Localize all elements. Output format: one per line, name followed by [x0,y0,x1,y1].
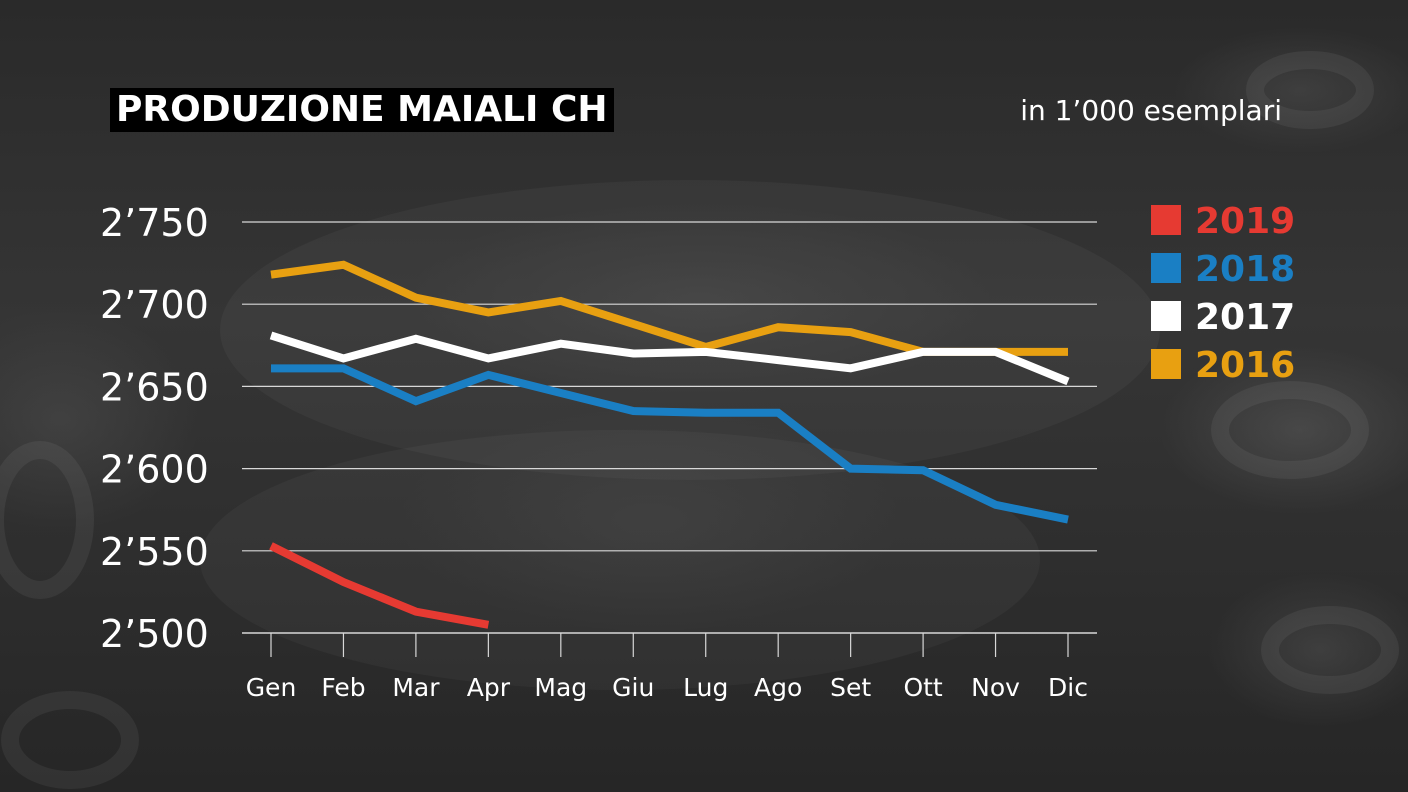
x-tick-label: Mar [392,673,440,702]
y-tick-label: 2’650 [100,365,209,409]
x-tick-label: Set [830,673,871,702]
gridlines [242,221,1097,634]
legend-swatch-2019 [1151,205,1181,235]
x-tick-label: Feb [321,673,365,702]
x-axis-ticks: Gen Feb Mar Apr Mag Giu Lug Ago Set Ott Nov Dic [246,633,1088,702]
x-tick-label: Gen [246,673,297,702]
legend-swatch-2016 [1151,349,1181,379]
legend-label-2016: 2016 [1195,345,1295,386]
legend-label-2019: 2019 [1195,201,1295,242]
x-tick-label: Nov [971,673,1020,702]
y-tick-label: 2’750 [100,201,209,245]
legend-label-2017: 2017 [1195,297,1295,338]
x-tick-label: Mag [534,673,587,702]
chart-title-box: PRODUZIONE MAIALI CH [110,88,614,132]
legend-swatch-2017 [1151,301,1181,331]
legend-label-2018: 2018 [1195,249,1295,290]
x-tick-label: Giu [612,673,654,702]
y-tick-label: 2’600 [100,448,209,492]
y-tick-label: 2’700 [100,283,209,327]
legend: 2019 2018 2017 2016 [1151,201,1295,386]
series-line-2016 [270,260,1068,356]
legend-swatch-2018 [1151,253,1181,283]
x-tick-label: Lug [683,673,728,702]
unit-note: in 1’000 esemplari [1020,94,1282,127]
series-line-2017 [269,331,1070,386]
series-lines [269,260,1070,629]
x-tick-label: Ott [903,673,942,702]
y-tick-label: 2’500 [100,612,209,656]
x-tick-label: Dic [1048,673,1088,702]
series-line-2019 [269,542,490,629]
series-line-2018 [271,364,1069,524]
chart-title: PRODUZIONE MAIALI CH [116,89,608,130]
x-tick-label: Ago [754,673,802,702]
x-tick-label: Apr [467,673,511,702]
y-axis-ticks: 2’500 2’550 2’600 2’650 2’700 2’750 [100,201,209,656]
y-tick-label: 2’550 [100,530,209,574]
